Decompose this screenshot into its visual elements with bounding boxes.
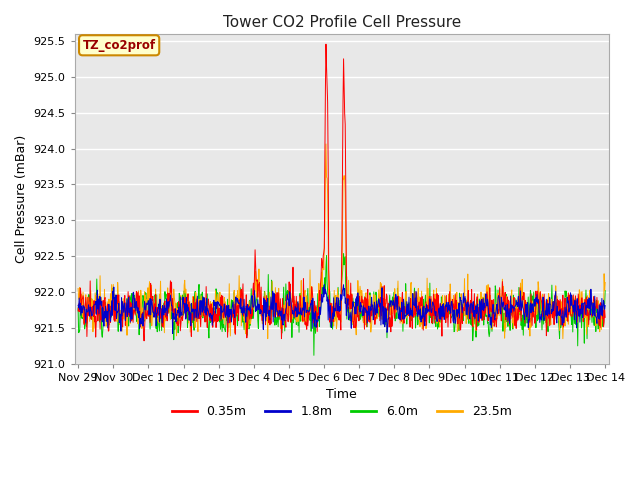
0.35m (322, 41, 330, 47)
23.5m (584, 324, 592, 329)
1.8m (173, 312, 180, 317)
0.35m (74, 308, 82, 314)
0.35m (294, 304, 301, 310)
Text: TZ_co2prof: TZ_co2prof (83, 39, 156, 52)
1.8m (576, 319, 584, 325)
Line: 23.5m: 23.5m (78, 144, 605, 339)
6.0m (584, 323, 592, 328)
23.5m (602, 279, 609, 285)
0.35m (173, 320, 180, 325)
0.35m (386, 314, 394, 320)
Title: Tower CO2 Profile Cell Pressure: Tower CO2 Profile Cell Pressure (223, 15, 461, 30)
Line: 0.35m: 0.35m (78, 44, 605, 341)
0.35m (602, 314, 609, 320)
23.5m (559, 336, 566, 342)
Legend: 0.35m, 1.8m, 6.0m, 23.5m: 0.35m, 1.8m, 6.0m, 23.5m (166, 400, 516, 423)
1.8m (294, 312, 301, 318)
0.35m (576, 302, 584, 308)
6.0m (576, 312, 584, 318)
6.0m (386, 292, 394, 298)
6.0m (310, 352, 317, 358)
23.5m (172, 300, 180, 306)
Line: 6.0m: 6.0m (78, 253, 605, 355)
Line: 1.8m: 1.8m (78, 284, 605, 334)
6.0m (74, 305, 82, 311)
23.5m (293, 319, 301, 325)
1.8m (321, 281, 328, 287)
6.0m (100, 316, 108, 322)
1.8m (100, 312, 108, 318)
0.35m (100, 298, 108, 303)
23.5m (74, 286, 82, 291)
6.0m (293, 308, 301, 314)
23.5m (100, 307, 108, 313)
1.8m (74, 302, 82, 308)
23.5m (385, 307, 393, 312)
23.5m (322, 141, 330, 147)
Y-axis label: Cell Pressure (mBar): Cell Pressure (mBar) (15, 135, 28, 263)
6.0m (172, 313, 180, 319)
0.35m (140, 338, 148, 344)
23.5m (576, 309, 584, 315)
X-axis label: Time: Time (326, 388, 357, 401)
1.8m (386, 302, 394, 308)
1.8m (602, 303, 609, 309)
1.8m (169, 331, 177, 336)
6.0m (602, 288, 609, 293)
6.0m (340, 251, 348, 256)
1.8m (584, 305, 592, 311)
0.35m (584, 310, 592, 316)
